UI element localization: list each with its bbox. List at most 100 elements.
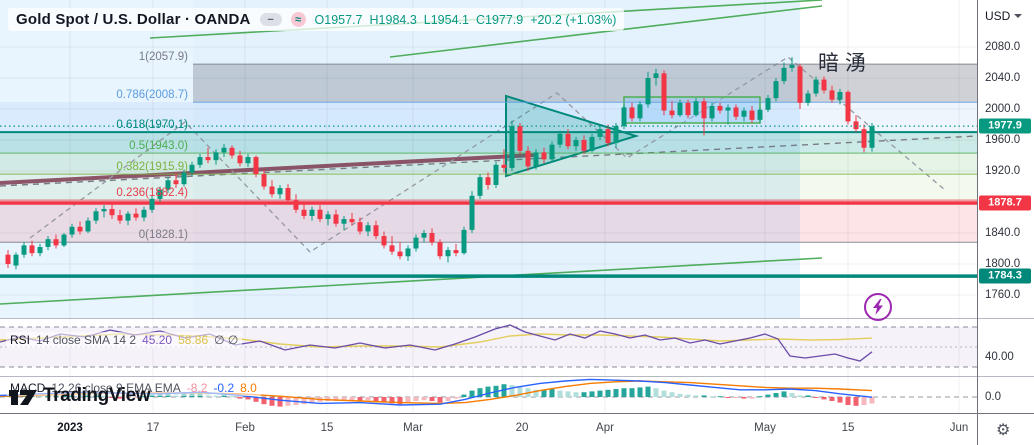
candle-body — [805, 93, 811, 103]
time-label-year: 2023 — [57, 422, 83, 434]
symbol-legend[interactable]: Gold Spot / U.S. Dollar · OANDA − ≈ O195… — [8, 8, 625, 31]
macd-histogram-bar — [397, 397, 403, 405]
candle-body — [565, 133, 571, 147]
high-value: 1984.3 — [378, 12, 417, 27]
price-tick: 2080.0 — [985, 41, 1021, 53]
candle-body — [741, 110, 747, 117]
price-tick: 1920.0 — [985, 165, 1021, 177]
macd-legend[interactable]: MACD 12 26 close 9 EMA EMA -8.2 -0.2 8.0 — [6, 380, 261, 396]
candle-body — [125, 213, 131, 221]
candle-body — [621, 107, 627, 127]
rsi-axis-tick: 40.00 — [985, 351, 1014, 363]
fib-label-5: 0.236(1882.4) — [116, 187, 188, 200]
hide-marks-icon[interactable]: − — [259, 13, 282, 26]
macd-histogram-bar — [821, 397, 827, 400]
macd-histogram-bar — [693, 395, 699, 397]
gear-settings-icon[interactable]: ⚙ — [996, 422, 1011, 439]
candle-body — [597, 129, 603, 137]
macd-histogram-bar — [765, 394, 771, 397]
macd-histogram-bar — [45, 395, 51, 397]
candle-body — [421, 233, 427, 238]
candle-body — [85, 220, 91, 232]
candle-body — [405, 248, 411, 257]
fib-zone-2 — [0, 132, 977, 154]
macd-histogram-bar — [533, 389, 539, 397]
candle-body — [541, 152, 547, 160]
ohlc-values: O1957.7 H1984.3 L1954.1 C1977.9 +20.2 (+… — [315, 13, 617, 27]
price-axis[interactable]: USD 2080.0 2040.0 2000.0 1960.0 1920.0 1840.0… — [978, 0, 1034, 413]
candle-body — [101, 208, 107, 212]
currency-dropdown[interactable]: USD — [985, 9, 1023, 23]
macd-histogram-bar — [797, 395, 803, 397]
price-badge-0: 1977.9 — [979, 118, 1031, 134]
macd-histogram-bar — [661, 390, 667, 397]
macd-title: MACD — [10, 381, 46, 395]
macd-histogram-bar — [725, 397, 731, 398]
macd-histogram-bar — [621, 388, 627, 397]
candle-body — [149, 198, 155, 210]
currency-label: USD — [985, 9, 1011, 23]
macd-histogram-bar — [365, 397, 371, 401]
candle-body — [269, 186, 275, 195]
approx-marks-icon[interactable]: ≈ — [290, 12, 306, 27]
candle-body — [509, 126, 515, 168]
candle-body — [37, 246, 43, 254]
macd-histogram-bar — [485, 386, 491, 397]
macd-histogram-bar — [653, 388, 659, 397]
macd-histogram-bar — [837, 397, 843, 403]
candle-body — [485, 177, 491, 185]
candle-body — [61, 234, 67, 246]
macd-histogram-bar — [677, 393, 683, 397]
open-value: 1957.7 — [324, 12, 363, 27]
candle-body — [781, 67, 787, 82]
green-trendline — [0, 257, 823, 305]
macd-histogram-bar — [341, 397, 347, 401]
candle-body — [285, 188, 291, 201]
open-label: O — [314, 12, 325, 27]
candle-body — [157, 189, 163, 199]
candle-body — [581, 140, 587, 151]
macd-pane-divider[interactable] — [0, 376, 1034, 377]
macd-histogram-bar — [805, 395, 811, 397]
fib-label-2: 0.618(1970.1) — [116, 119, 188, 132]
time-label: Apr — [596, 422, 614, 434]
candle-body — [181, 172, 187, 185]
macd-histogram-bar — [813, 397, 819, 398]
macd-histogram-bar — [645, 386, 651, 397]
macd-histogram-bar — [37, 395, 43, 397]
candle-body — [261, 174, 267, 187]
low-value: 1954.1 — [430, 12, 469, 27]
rsi-pane-divider[interactable] — [0, 318, 1034, 319]
candle-body — [725, 107, 731, 111]
macd-histogram-bar — [445, 397, 451, 401]
candle-body — [301, 209, 307, 216]
dashed-zigzag-wave — [29, 56, 946, 253]
time-label: 15 — [841, 422, 855, 434]
macd-histogram-bar — [437, 397, 443, 403]
candle-body — [389, 245, 395, 252]
lightning-bolt-icon[interactable] — [864, 293, 892, 321]
macd-histogram-bar — [669, 392, 675, 397]
fib-label-1: 0.786(2008.7) — [116, 89, 188, 102]
fib-label-6: 0(1828.1) — [138, 229, 188, 242]
candle-body — [277, 188, 283, 195]
macd-histogram-bar — [717, 396, 723, 398]
rsi-title: RSI — [10, 333, 31, 347]
macd-histogram-bar — [589, 391, 595, 397]
candle-body — [693, 101, 699, 116]
price-tick: 1800.0 — [985, 258, 1021, 270]
candle-body — [381, 236, 387, 246]
maroon-trendline — [0, 153, 536, 185]
chart-pane[interactable]: 1(2057.9) 0.786(2008.7) 0.618(1970.1) 0.5(1… — [0, 0, 977, 413]
macd-histogram-bar — [733, 397, 739, 398]
candle-body — [445, 250, 451, 257]
candle-body — [357, 222, 363, 232]
macd-histogram-bar — [325, 397, 331, 401]
rsi-legend[interactable]: RSI 14 close SMA 14 2 45.20 58.86 ∅ ∅ — [6, 332, 243, 348]
macd-params: 12 26 close 9 EMA EMA — [51, 381, 181, 395]
symbol-title[interactable]: Gold Spot / U.S. Dollar · OANDA — [16, 11, 251, 28]
candle-body — [293, 200, 299, 210]
time-axis[interactable]: ⚙ 2023 17 Feb 15 Mar 20 Apr May 15 Jun — [0, 414, 1034, 445]
macd-histogram-bar — [405, 397, 411, 403]
tradingview-logo[interactable]: TradingView — [8, 385, 151, 407]
